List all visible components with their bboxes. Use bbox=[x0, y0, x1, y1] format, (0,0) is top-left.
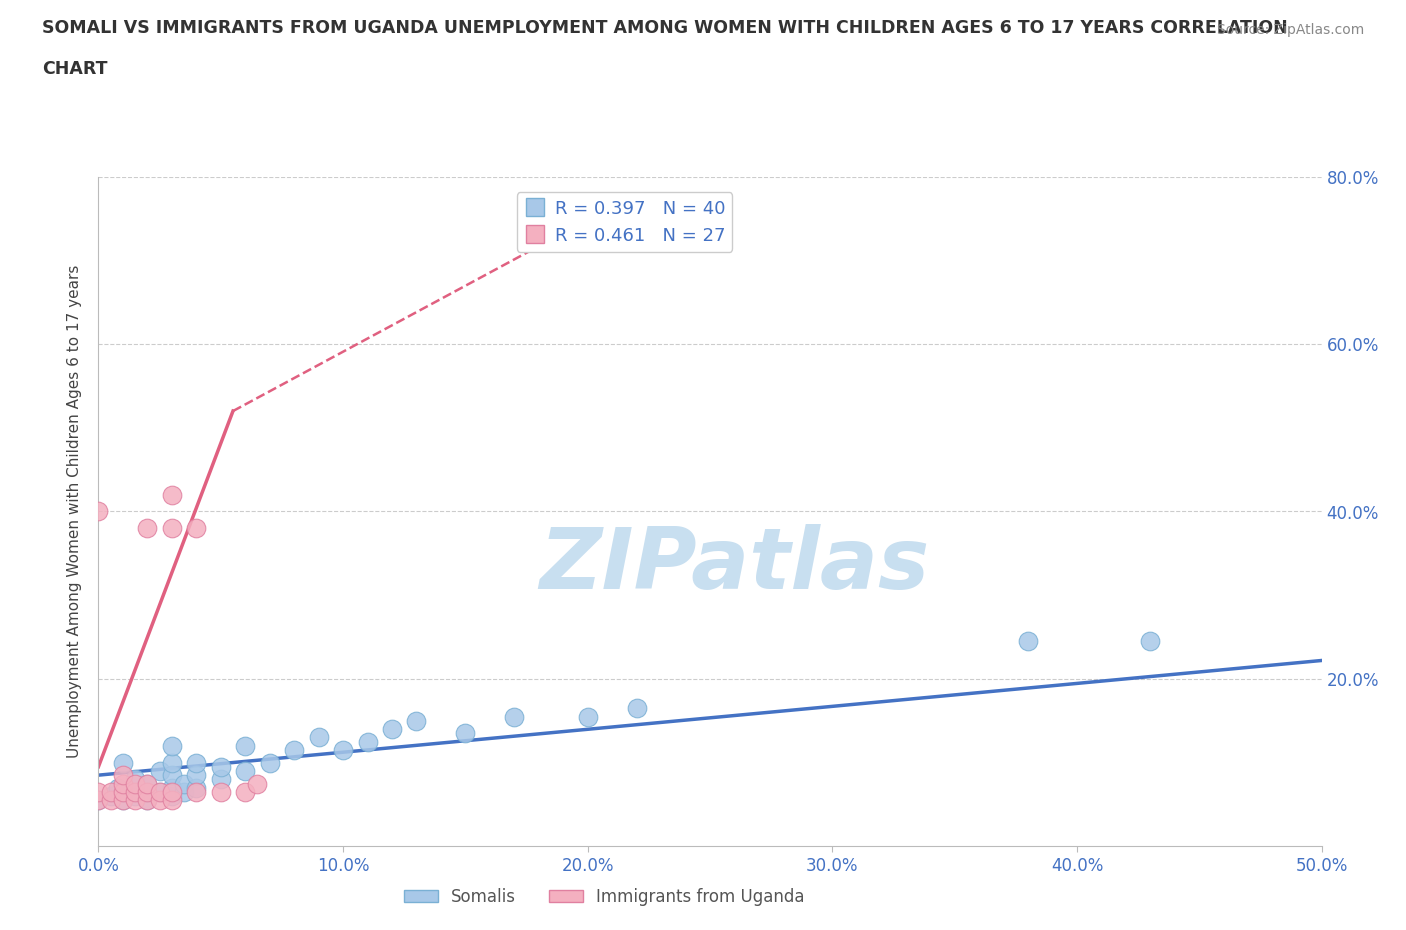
Point bbox=[186, 785, 208, 800]
Point bbox=[124, 776, 146, 790]
Point bbox=[111, 792, 134, 807]
Point bbox=[149, 792, 172, 807]
Point bbox=[233, 764, 256, 778]
Point bbox=[107, 780, 129, 795]
Text: ZIPatlas: ZIPatlas bbox=[540, 524, 929, 606]
Point bbox=[111, 785, 134, 800]
Point bbox=[356, 735, 378, 750]
Point bbox=[136, 792, 159, 807]
Point bbox=[87, 792, 110, 807]
Point bbox=[111, 755, 134, 770]
Point bbox=[173, 785, 195, 800]
Point bbox=[209, 772, 232, 787]
Point bbox=[124, 772, 146, 787]
Y-axis label: Unemployment Among Women with Children Ages 6 to 17 years: Unemployment Among Women with Children A… bbox=[67, 265, 83, 758]
Point bbox=[283, 742, 305, 757]
Text: SOMALI VS IMMIGRANTS FROM UGANDA UNEMPLOYMENT AMONG WOMEN WITH CHILDREN AGES 6 T: SOMALI VS IMMIGRANTS FROM UGANDA UNEMPLO… bbox=[42, 19, 1288, 36]
Point bbox=[149, 785, 172, 800]
Point bbox=[186, 768, 208, 783]
Point bbox=[160, 792, 183, 807]
Point bbox=[100, 785, 122, 800]
Point bbox=[259, 755, 281, 770]
Text: Source: ZipAtlas.com: Source: ZipAtlas.com bbox=[1216, 23, 1364, 37]
Point bbox=[111, 792, 134, 807]
Point bbox=[160, 789, 183, 804]
Point bbox=[332, 742, 354, 757]
Point bbox=[160, 768, 183, 783]
Point bbox=[124, 792, 146, 807]
Point bbox=[100, 792, 122, 807]
Point bbox=[136, 776, 159, 790]
Point bbox=[186, 780, 208, 795]
Point bbox=[209, 759, 232, 774]
Point bbox=[173, 776, 195, 790]
Point bbox=[454, 726, 477, 741]
Point bbox=[160, 780, 183, 795]
Point bbox=[160, 738, 183, 753]
Legend: R = 0.397   N = 40, R = 0.461   N = 27: R = 0.397 N = 40, R = 0.461 N = 27 bbox=[516, 193, 733, 252]
Point bbox=[136, 521, 159, 536]
Point bbox=[160, 487, 183, 502]
Point bbox=[381, 722, 404, 737]
Point bbox=[186, 521, 208, 536]
Point bbox=[136, 785, 159, 800]
Point bbox=[111, 768, 134, 783]
Point bbox=[111, 776, 134, 790]
Point bbox=[405, 713, 427, 728]
Point bbox=[160, 521, 183, 536]
Point bbox=[233, 785, 256, 800]
Point bbox=[186, 755, 208, 770]
Point bbox=[1017, 634, 1039, 649]
Point bbox=[160, 755, 183, 770]
Point bbox=[160, 785, 183, 800]
Point bbox=[626, 701, 648, 716]
Point bbox=[87, 504, 110, 519]
Point bbox=[111, 785, 134, 800]
Point bbox=[149, 785, 172, 800]
Point bbox=[87, 785, 110, 800]
Point bbox=[209, 785, 232, 800]
Point bbox=[124, 789, 146, 804]
Point bbox=[503, 710, 526, 724]
Point bbox=[100, 789, 122, 804]
Point bbox=[87, 792, 110, 807]
Point bbox=[149, 764, 172, 778]
Point bbox=[308, 730, 330, 745]
Text: CHART: CHART bbox=[42, 60, 108, 78]
Point bbox=[233, 738, 256, 753]
Point bbox=[136, 776, 159, 790]
Point bbox=[576, 710, 599, 724]
Point bbox=[124, 785, 146, 800]
Point bbox=[136, 792, 159, 807]
Point bbox=[1139, 634, 1161, 649]
Point bbox=[136, 785, 159, 800]
Point bbox=[246, 776, 269, 790]
Legend: Somalis, Immigrants from Uganda: Somalis, Immigrants from Uganda bbox=[398, 881, 811, 912]
